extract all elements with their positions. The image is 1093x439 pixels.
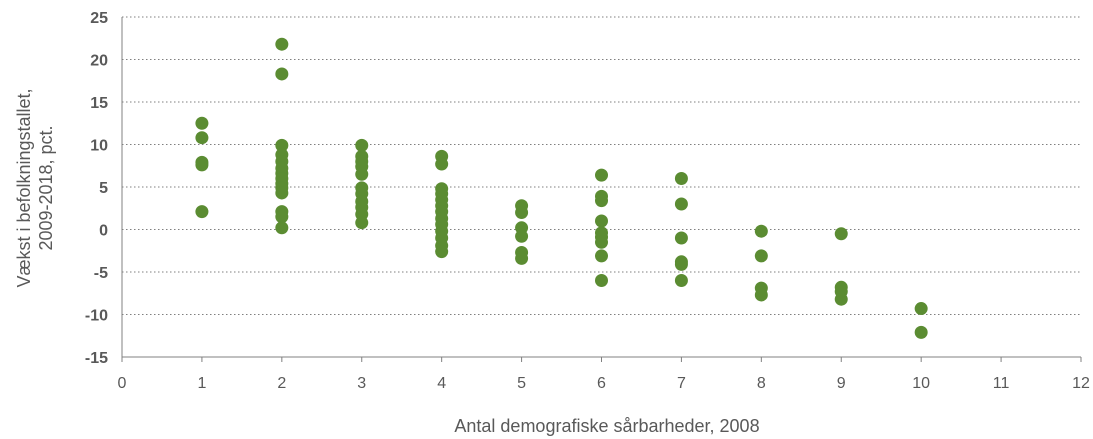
x-tick-labels: 0 1 2 3 4 5 6 7 8 9 10 11 12 — [118, 375, 1090, 392]
data-point — [515, 206, 529, 219]
y-tick-label: -15 — [85, 350, 108, 367]
gridlines — [122, 16, 1081, 315]
data-point — [595, 194, 608, 208]
data-point — [355, 138, 369, 152]
x-tick-label: 8 — [757, 375, 766, 392]
x-tick-label: 1 — [197, 375, 206, 392]
data-point — [435, 157, 449, 171]
data-point — [674, 231, 688, 245]
data-point — [275, 138, 289, 152]
x-tick-label: 7 — [677, 375, 686, 392]
data-point — [595, 249, 608, 263]
data-point — [754, 288, 768, 302]
x-tick-label: 3 — [357, 375, 366, 392]
y-axis-title: Vækst i befolkningstallet, 2009-2018, pc… — [14, 88, 56, 287]
data-point — [754, 224, 768, 238]
y-tick-labels: 25 20 15 10 5 0 -5 -10 -15 — [85, 10, 108, 367]
data-point — [914, 302, 928, 316]
data-points — [195, 37, 928, 339]
y-tick-label: 10 — [90, 138, 108, 155]
x-tick-label: 2 — [277, 375, 286, 392]
x-tick-label: 12 — [1072, 375, 1090, 392]
x-tick-label: 5 — [517, 375, 526, 392]
data-point — [595, 214, 608, 228]
x-tick-label: 4 — [437, 375, 446, 392]
data-point — [275, 186, 289, 200]
y-tick-label: 0 — [99, 223, 108, 240]
data-point — [195, 131, 209, 145]
y-tick-label: 20 — [90, 53, 108, 70]
data-point — [275, 67, 289, 81]
y-axis-title-line-1: Vækst i befolkningstallet, — [14, 88, 34, 287]
data-point — [195, 205, 209, 219]
y-axis-title-line-2: 2009-2018, pct. — [36, 125, 56, 250]
x-tick-label: 9 — [837, 375, 846, 392]
y-tick-label: 25 — [90, 10, 108, 27]
y-tick-label: 15 — [90, 95, 108, 112]
data-point — [275, 210, 289, 224]
data-point — [674, 197, 688, 211]
x-tick-label: 0 — [118, 375, 127, 392]
y-tick-label: -5 — [94, 265, 108, 282]
data-point — [754, 249, 768, 263]
data-point — [674, 274, 688, 287]
x-axis-title: Antal demografiske sårbarheder, 2008 — [454, 416, 759, 436]
data-point — [595, 274, 608, 287]
y-tick-label: 5 — [99, 180, 108, 197]
data-point — [595, 235, 608, 249]
axes — [121, 17, 1082, 362]
data-point — [674, 172, 688, 185]
data-point — [834, 292, 848, 306]
data-point — [435, 245, 449, 259]
y-tick-label: -10 — [85, 308, 108, 325]
data-point — [195, 116, 209, 130]
data-point — [195, 158, 209, 172]
data-point — [355, 216, 369, 230]
data-point — [515, 229, 529, 243]
data-point — [275, 37, 289, 51]
data-point — [595, 168, 608, 182]
x-tick-label: 11 — [993, 375, 1010, 392]
data-point — [674, 257, 688, 271]
data-point — [515, 251, 529, 265]
x-tick-label: 6 — [597, 375, 606, 392]
x-tick-label: 10 — [912, 375, 930, 392]
data-point — [834, 227, 848, 241]
data-point — [355, 167, 369, 181]
data-point — [275, 221, 289, 235]
data-point — [914, 325, 928, 339]
